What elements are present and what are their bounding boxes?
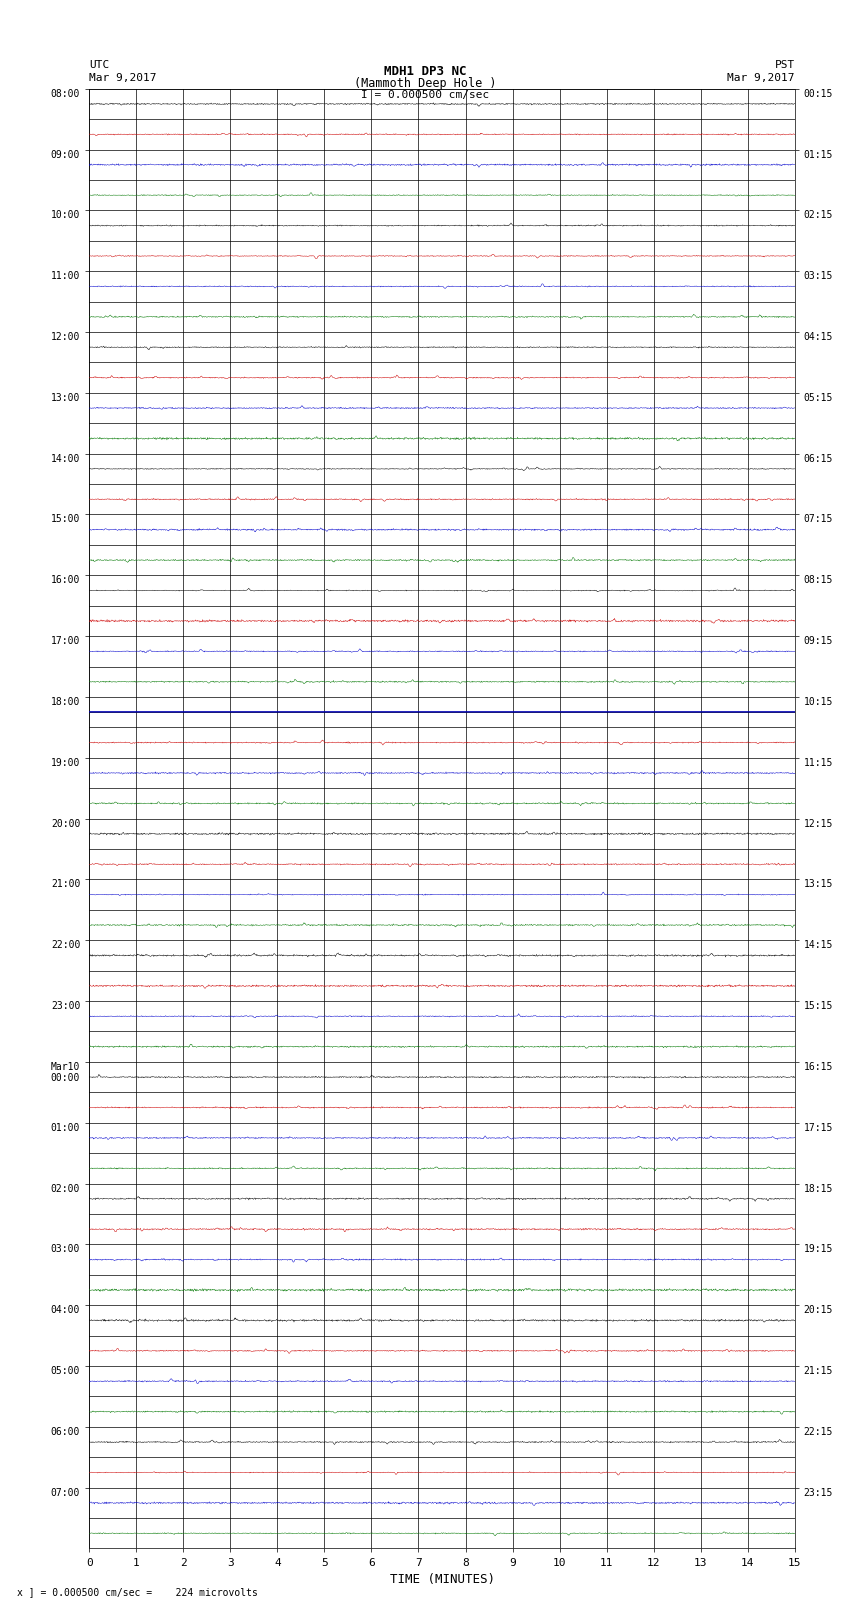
Text: PST: PST bbox=[774, 60, 795, 69]
Text: (Mammoth Deep Hole ): (Mammoth Deep Hole ) bbox=[354, 77, 496, 90]
Text: MDH1 DP3 NC: MDH1 DP3 NC bbox=[383, 65, 467, 77]
X-axis label: TIME (MINUTES): TIME (MINUTES) bbox=[389, 1573, 495, 1586]
Text: x ] = 0.000500 cm/sec =    224 microvolts: x ] = 0.000500 cm/sec = 224 microvolts bbox=[17, 1587, 258, 1597]
Text: I = 0.000500 cm/sec: I = 0.000500 cm/sec bbox=[361, 90, 489, 100]
Text: Mar 9,2017: Mar 9,2017 bbox=[728, 73, 795, 82]
Text: Mar 9,2017: Mar 9,2017 bbox=[89, 73, 156, 82]
Text: UTC: UTC bbox=[89, 60, 110, 69]
